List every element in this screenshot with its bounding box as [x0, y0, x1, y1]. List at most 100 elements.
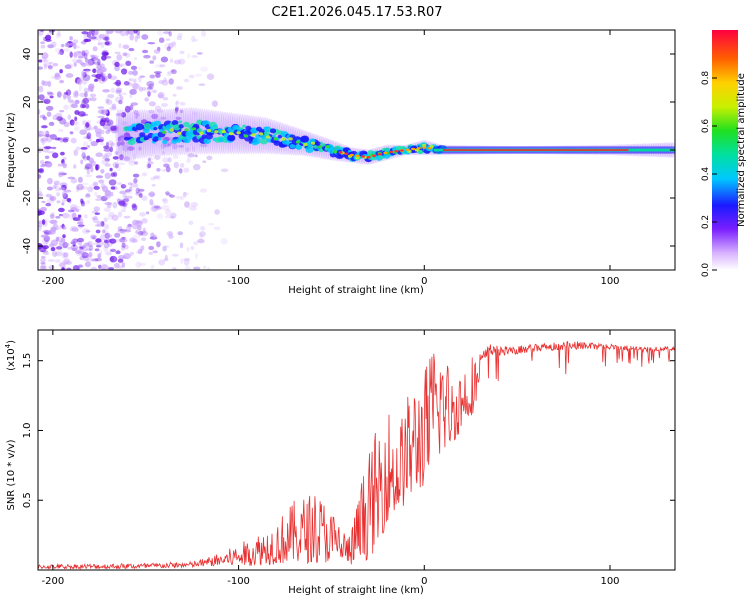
snr-x-label: Height of straight line (km) — [288, 585, 424, 596]
spectrogram-noise-speck — [121, 112, 127, 118]
spectrogram-noise-speck — [55, 33, 62, 39]
spectrogram-noise-speck — [91, 55, 99, 59]
spectrogram-noise-speck — [62, 138, 69, 143]
spectrogram-noise-speck — [91, 216, 96, 221]
spectrogram-noise-speck — [70, 103, 78, 109]
spectrogram-noise-speck — [79, 92, 87, 98]
spectrogram-noise-speck — [76, 78, 83, 85]
spectrogram-noise-speck — [91, 258, 99, 262]
spectrogram-noise-speck — [103, 194, 112, 199]
spectrogram-noise-speck — [135, 187, 140, 194]
spectrogram-noise-speck — [90, 127, 96, 131]
spectrogram-noise-speck — [175, 105, 180, 110]
spectrogram-blob — [252, 137, 261, 145]
spectrogram-noise-speck — [99, 263, 106, 270]
spectrogram-noise-speck — [92, 181, 99, 187]
spectrogram-noise-speck — [117, 182, 123, 185]
spectrogram-noise-speck — [109, 255, 118, 263]
spectrogram-noise-speck — [138, 86, 144, 92]
spectrogram-noise-speck — [59, 137, 64, 143]
spectrogram-noise-speck — [65, 242, 70, 246]
spectrogram-noise-speck — [40, 206, 47, 212]
spectrogram-noise-speck — [131, 82, 139, 90]
spectrogram-noise-speck — [71, 239, 77, 245]
spectrogram-noise-speck — [165, 166, 171, 173]
x-tick-label: 100 — [600, 276, 619, 287]
spectrogram-noise-speck — [190, 202, 199, 207]
spectrogram-noise-speck — [121, 92, 127, 96]
spectrogram-noise-speck — [141, 218, 148, 224]
spectrogram-blob — [289, 144, 296, 149]
spectrogram-noise-speck — [146, 88, 154, 94]
spectrogram-noise-speck — [58, 207, 65, 213]
spectrogram-noise-speck — [73, 205, 82, 212]
spectrogram-noise-speck — [87, 240, 93, 248]
spectrogram-noise-speck — [191, 55, 198, 58]
spectrogram-noise-speck — [119, 95, 124, 101]
spectrogram-blob — [178, 124, 184, 129]
spectrogram-noise-speck — [105, 234, 113, 238]
spectrogram-noise-speck — [104, 224, 110, 230]
spectrogram-noise-speck — [141, 34, 149, 40]
spectrogram-noise-speck — [90, 31, 99, 35]
spectrogram-noise-speck — [94, 257, 103, 262]
spectrogram-noise-speck — [77, 224, 85, 227]
spectrogram-noise-speck — [61, 202, 65, 206]
spectrogram-noise-speck — [173, 161, 179, 169]
spectrogram-blob — [295, 145, 302, 150]
colorbar-tick-label: 0.6 — [701, 119, 711, 134]
spectrogram-noise-speck — [93, 206, 101, 212]
spectrogram-noise-speck — [104, 172, 111, 179]
spectrogram-noise-speck — [175, 116, 182, 120]
spectrogram-noise-speck — [97, 36, 102, 42]
spectrogram-noise-speck — [193, 163, 201, 171]
spectrogram-noise-speck — [120, 245, 126, 251]
spectrogram-noise-speck — [151, 233, 156, 240]
spectrogram-noise-speck — [97, 76, 101, 82]
spectrogram-noise-speck — [69, 42, 76, 46]
spectrogram-noise-speck — [60, 238, 66, 243]
spectrogram-noise-speck — [43, 59, 49, 62]
spectrogram-noise-speck — [95, 224, 101, 227]
spectrogram-noise-speck — [202, 265, 207, 269]
spectrogram-noise-speck — [122, 51, 128, 56]
spectrogram-noise-speck — [193, 266, 201, 270]
spectrogram-halo — [164, 108, 170, 157]
spectrogram-noise-speck — [156, 168, 161, 172]
snr-panel: -200 -100 0 100 0.5 1.0 1.5 Height of straigh… — [4, 329, 676, 596]
spectrogram-noise-speck — [83, 49, 89, 56]
spectrogram-noise-speck — [88, 244, 94, 251]
spectrogram-peak — [221, 130, 226, 134]
spectrogram-noise-speck — [133, 178, 138, 184]
spectrogram-noise-speck — [38, 30, 44, 36]
spectrogram-noise-speck — [165, 193, 172, 197]
spectrogram-noise-speck — [79, 129, 87, 135]
spectrogram-noise-speck — [152, 234, 158, 238]
spectrogram-noise-speck — [103, 246, 109, 252]
spectrogram-noise-speck — [220, 238, 228, 245]
spectrogram-noise-speck — [84, 123, 92, 131]
spectrogram-noise-speck — [188, 74, 195, 79]
spectrogram-noise-speck — [177, 231, 183, 236]
spectrogram-noise-speck — [172, 154, 179, 159]
spectrogram-noise-speck — [178, 168, 183, 174]
spectrogram-noise-speck — [148, 245, 155, 251]
spectrogram-noise-speck — [64, 91, 69, 95]
spectrogram-blob — [315, 141, 321, 146]
spectrogram-noise-speck — [78, 245, 85, 250]
spectrogram-noise-speck — [76, 59, 83, 64]
spectrogram-noise-speck — [59, 79, 64, 84]
spectrogram-max — [349, 153, 354, 157]
spectrogram-noise-speck — [85, 174, 92, 178]
spectrogram-noise-speck — [132, 70, 138, 76]
spectrogram-noise-speck — [164, 42, 172, 50]
spectrogram-noise-speck — [151, 206, 160, 211]
spectrogram-noise-speck — [93, 31, 97, 36]
spectrogram-noise-speck — [41, 239, 47, 244]
spectrogram-noise-speck — [184, 265, 191, 270]
spectrogram-noise-speck — [169, 194, 175, 198]
spectrogram-noise-speck — [61, 191, 67, 198]
spectrogram-noise-speck — [43, 134, 52, 138]
spectrogram-halo — [133, 109, 139, 160]
spectrogram-noise-speck — [63, 104, 69, 111]
